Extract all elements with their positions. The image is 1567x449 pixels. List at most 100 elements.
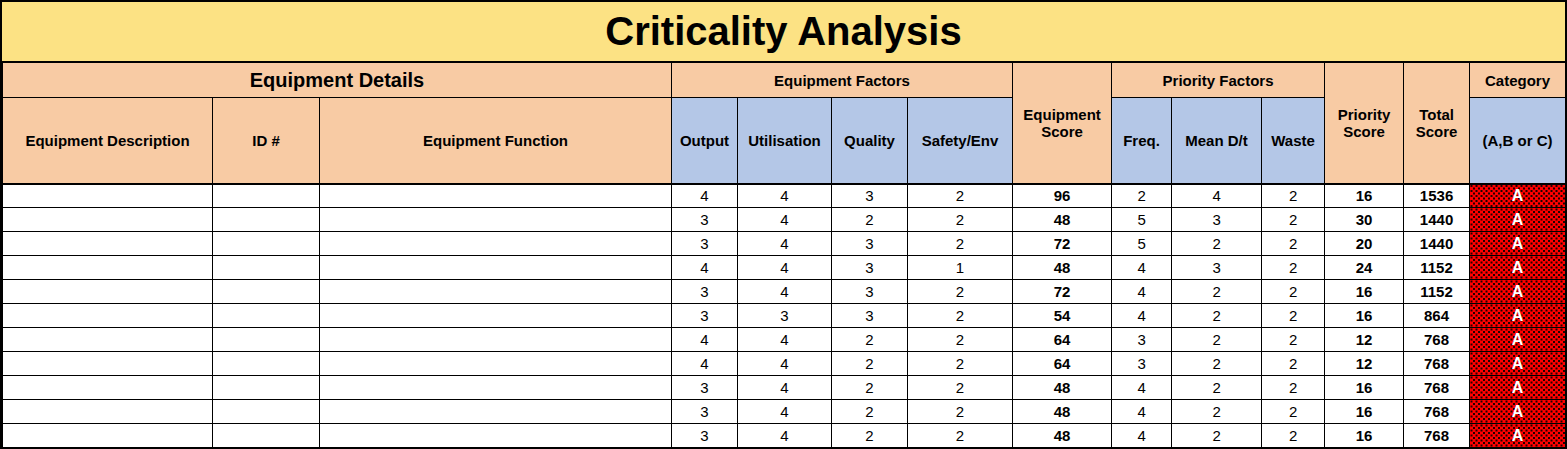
cell-category[interactable]: A: [1470, 208, 1566, 232]
cell-utilisation[interactable]: 3: [738, 304, 832, 328]
cell-priority-score[interactable]: 16: [1325, 304, 1404, 328]
cell-mean-dt[interactable]: 2: [1172, 328, 1262, 352]
cell-safety-env[interactable]: 2: [908, 232, 1013, 256]
cell-id[interactable]: [213, 424, 320, 448]
cell-mean-dt[interactable]: 2: [1172, 304, 1262, 328]
cell-utilisation[interactable]: 4: [738, 328, 832, 352]
cell-waste[interactable]: 2: [1262, 424, 1325, 448]
cell-priority-score[interactable]: 16: [1325, 400, 1404, 424]
cell-waste[interactable]: 2: [1262, 184, 1325, 208]
cell-equipment-score[interactable]: 48: [1013, 400, 1112, 424]
cell-function[interactable]: [320, 400, 672, 424]
cell-freq[interactable]: 5: [1112, 208, 1172, 232]
cell-category[interactable]: A: [1470, 232, 1566, 256]
cell-description[interactable]: [3, 232, 213, 256]
cell-id[interactable]: [213, 328, 320, 352]
cell-category[interactable]: A: [1470, 184, 1566, 208]
cell-equipment-score[interactable]: 72: [1013, 232, 1112, 256]
cell-quality[interactable]: 2: [832, 376, 908, 400]
cell-category[interactable]: A: [1470, 424, 1566, 448]
cell-waste[interactable]: 2: [1262, 208, 1325, 232]
cell-mean-dt[interactable]: 2: [1172, 232, 1262, 256]
cell-priority-score[interactable]: 30: [1325, 208, 1404, 232]
cell-priority-score[interactable]: 12: [1325, 352, 1404, 376]
cell-waste[interactable]: 2: [1262, 376, 1325, 400]
cell-description[interactable]: [3, 184, 213, 208]
cell-priority-score[interactable]: 16: [1325, 184, 1404, 208]
cell-function[interactable]: [320, 328, 672, 352]
cell-output[interactable]: 3: [672, 424, 738, 448]
cell-freq[interactable]: 3: [1112, 328, 1172, 352]
cell-safety-env[interactable]: 2: [908, 208, 1013, 232]
cell-total-score[interactable]: 864: [1404, 304, 1470, 328]
cell-id[interactable]: [213, 280, 320, 304]
cell-total-score[interactable]: 768: [1404, 400, 1470, 424]
cell-id[interactable]: [213, 232, 320, 256]
cell-total-score[interactable]: 768: [1404, 352, 1470, 376]
cell-total-score[interactable]: 768: [1404, 376, 1470, 400]
cell-quality[interactable]: 2: [832, 424, 908, 448]
cell-id[interactable]: [213, 304, 320, 328]
cell-id[interactable]: [213, 184, 320, 208]
cell-priority-score[interactable]: 24: [1325, 256, 1404, 280]
cell-freq[interactable]: 4: [1112, 280, 1172, 304]
cell-function[interactable]: [320, 232, 672, 256]
cell-output[interactable]: 3: [672, 232, 738, 256]
cell-total-score[interactable]: 1152: [1404, 256, 1470, 280]
cell-mean-dt[interactable]: 2: [1172, 424, 1262, 448]
cell-equipment-score[interactable]: 64: [1013, 328, 1112, 352]
cell-function[interactable]: [320, 280, 672, 304]
cell-function[interactable]: [320, 376, 672, 400]
cell-id[interactable]: [213, 256, 320, 280]
cell-total-score[interactable]: 1152: [1404, 280, 1470, 304]
cell-mean-dt[interactable]: 2: [1172, 376, 1262, 400]
cell-function[interactable]: [320, 184, 672, 208]
cell-category[interactable]: A: [1470, 352, 1566, 376]
cell-safety-env[interactable]: 2: [908, 400, 1013, 424]
cell-id[interactable]: [213, 352, 320, 376]
cell-safety-env[interactable]: 2: [908, 352, 1013, 376]
cell-safety-env[interactable]: 2: [908, 424, 1013, 448]
cell-function[interactable]: [320, 352, 672, 376]
cell-freq[interactable]: 2: [1112, 184, 1172, 208]
cell-waste[interactable]: 2: [1262, 304, 1325, 328]
cell-total-score[interactable]: 1440: [1404, 232, 1470, 256]
cell-description[interactable]: [3, 280, 213, 304]
cell-category[interactable]: A: [1470, 328, 1566, 352]
cell-description[interactable]: [3, 424, 213, 448]
cell-waste[interactable]: 2: [1262, 280, 1325, 304]
cell-description[interactable]: [3, 376, 213, 400]
cell-safety-env[interactable]: 2: [908, 376, 1013, 400]
cell-equipment-score[interactable]: 54: [1013, 304, 1112, 328]
cell-quality[interactable]: 3: [832, 304, 908, 328]
cell-priority-score[interactable]: 12: [1325, 328, 1404, 352]
cell-output[interactable]: 4: [672, 328, 738, 352]
cell-utilisation[interactable]: 4: [738, 184, 832, 208]
cell-id[interactable]: [213, 208, 320, 232]
cell-priority-score[interactable]: 20: [1325, 232, 1404, 256]
cell-mean-dt[interactable]: 2: [1172, 400, 1262, 424]
cell-category[interactable]: A: [1470, 376, 1566, 400]
cell-category[interactable]: A: [1470, 280, 1566, 304]
cell-function[interactable]: [320, 256, 672, 280]
cell-equipment-score[interactable]: 48: [1013, 256, 1112, 280]
cell-output[interactable]: 3: [672, 400, 738, 424]
cell-mean-dt[interactable]: 3: [1172, 208, 1262, 232]
cell-description[interactable]: [3, 352, 213, 376]
cell-waste[interactable]: 2: [1262, 400, 1325, 424]
cell-quality[interactable]: 3: [832, 280, 908, 304]
cell-freq[interactable]: 4: [1112, 424, 1172, 448]
cell-quality[interactable]: 3: [832, 256, 908, 280]
cell-utilisation[interactable]: 4: [738, 400, 832, 424]
cell-output[interactable]: 3: [672, 376, 738, 400]
cell-equipment-score[interactable]: 48: [1013, 424, 1112, 448]
cell-output[interactable]: 4: [672, 352, 738, 376]
cell-priority-score[interactable]: 16: [1325, 424, 1404, 448]
cell-id[interactable]: [213, 376, 320, 400]
cell-equipment-score[interactable]: 48: [1013, 376, 1112, 400]
cell-description[interactable]: [3, 256, 213, 280]
cell-utilisation[interactable]: 4: [738, 280, 832, 304]
cell-safety-env[interactable]: 1: [908, 256, 1013, 280]
cell-quality[interactable]: 3: [832, 232, 908, 256]
cell-quality[interactable]: 2: [832, 208, 908, 232]
